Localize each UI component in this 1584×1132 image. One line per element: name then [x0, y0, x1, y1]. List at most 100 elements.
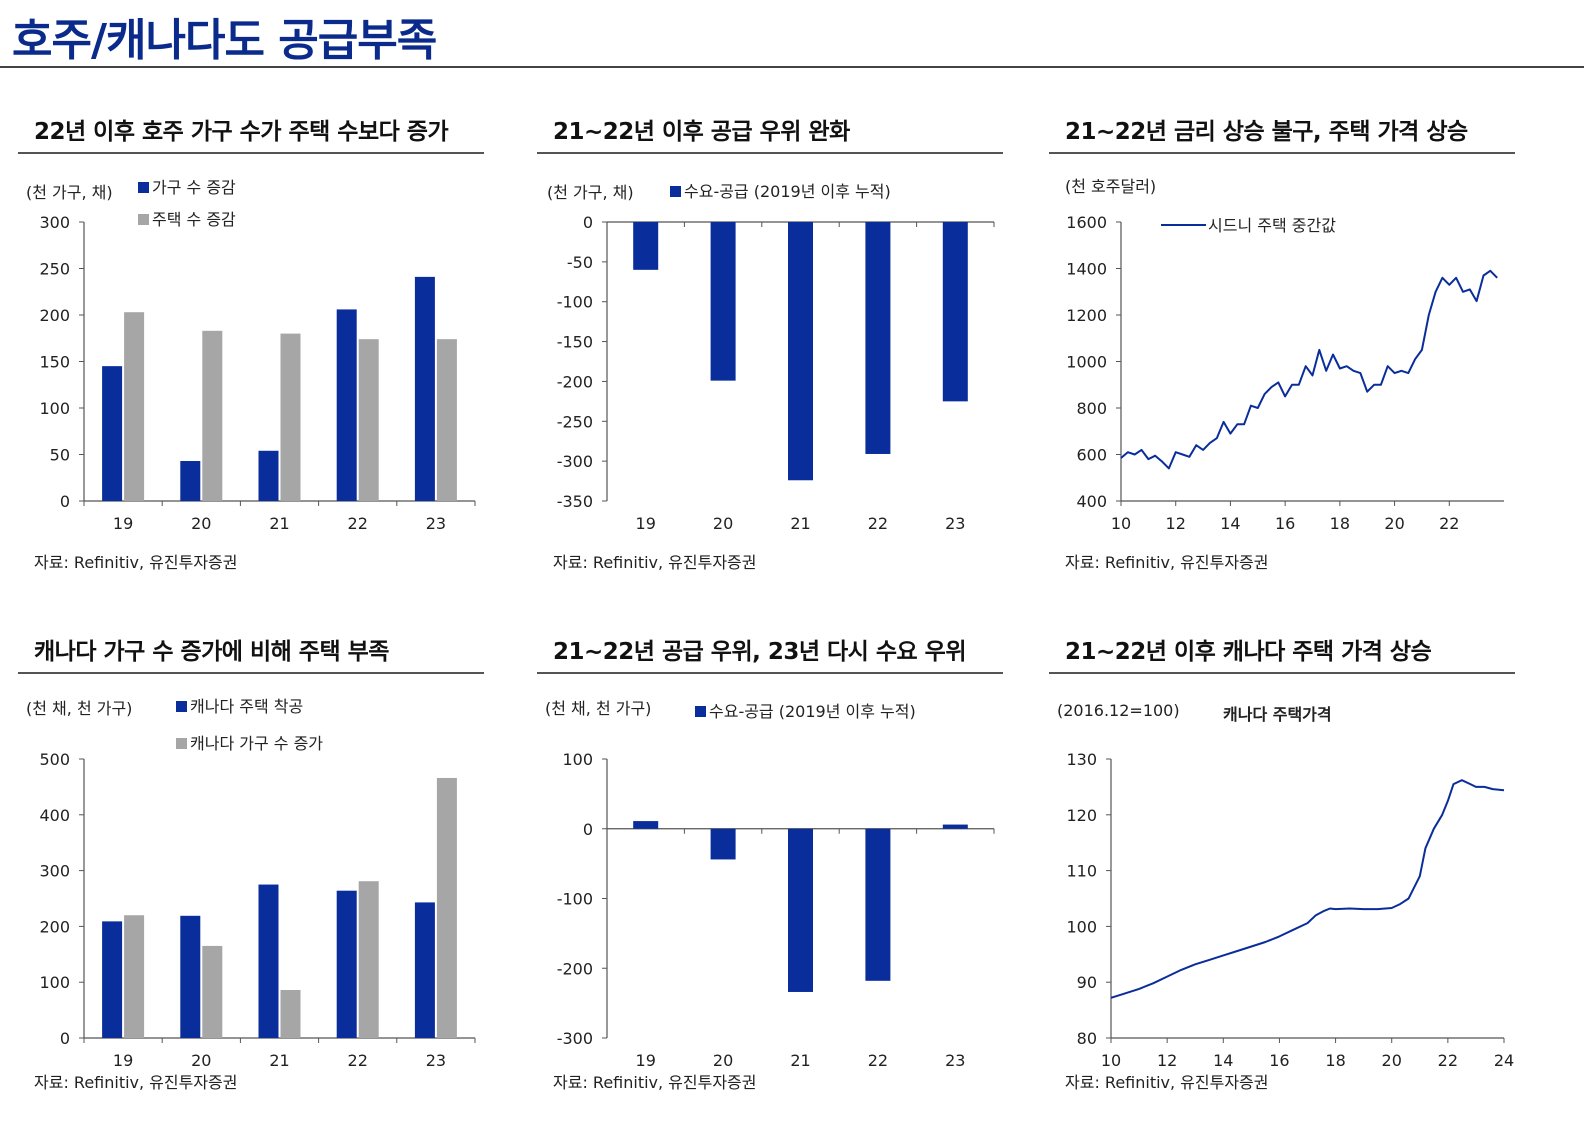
y-tick-label: -50: [567, 253, 593, 272]
legend-label: 주택 수 증감: [152, 210, 236, 229]
y-tick-label: -100: [557, 890, 593, 909]
y-tick-label: 100: [1066, 917, 1097, 936]
chart-svg: -350 -300 -250 -200 -150 -100 -50 0 19 20 21 22 23 수요…: [557, 182, 995, 533]
bar-주택 수 증감: [280, 333, 301, 501]
y-tick-label: 100: [39, 973, 70, 992]
y-tick-label: 1400: [1066, 260, 1107, 279]
y-tick-label: 250: [39, 260, 70, 279]
x-tick-label: 20: [713, 514, 733, 533]
x-tick-label: 14: [1220, 514, 1240, 533]
bar-수요-공급 (2019년 이후 누적): [633, 222, 659, 270]
legend-swatch: [695, 706, 706, 717]
y-tick-label: -350: [557, 492, 593, 511]
x-tick-label: 23: [945, 514, 965, 533]
unit-label: (천 호주달러): [1065, 177, 1157, 196]
x-tick-label: 20: [191, 1051, 211, 1070]
x-tick-label: 23: [426, 1051, 446, 1070]
series-line: [1110, 779, 1505, 999]
unit-label: (천 가구, 채): [26, 183, 113, 202]
chart-svg: 80 90 100 110 120 130 10 12 14 16 18 20 22 24: [1066, 750, 1514, 1070]
y-tick-label: -300: [557, 452, 593, 471]
bar-수요-공급 (2019년 이후 누적): [942, 824, 968, 829]
x-tick-label: 12: [1157, 1051, 1177, 1070]
bar-캐나다 가구 수 증가: [436, 777, 457, 1038]
panel-divider: [18, 152, 484, 154]
panel-divider: [1049, 152, 1515, 154]
chart-svg: -300 -200 -100 0 100 19 20 21 22 23 수요-공급 (2019년 이…: [557, 702, 995, 1070]
x-tick-label: 21: [790, 514, 810, 533]
bar-수요-공급 (2019년 이후 누적): [710, 222, 736, 381]
x-tick-label: 20: [1382, 1051, 1402, 1070]
x-tick-label: 21: [269, 514, 289, 533]
bar-캐나다 주택 착공: [336, 890, 357, 1038]
x-tick-label: 19: [636, 1051, 656, 1070]
y-tick-label: 200: [39, 917, 70, 936]
unit-label: (천 채, 천 가구): [545, 699, 652, 718]
chart-title: 21~22년 이후 공급 우위 완화: [553, 119, 850, 145]
y-tick-label: -150: [557, 333, 593, 352]
y-tick-label: 400: [1076, 492, 1107, 511]
y-tick-label: 1200: [1066, 306, 1107, 325]
y-tick-label: 1600: [1066, 213, 1107, 232]
bar-수요-공급 (2019년 이후 누적): [865, 828, 891, 981]
y-tick-label: 100: [39, 399, 70, 418]
legend-swatch: [138, 214, 149, 225]
y-tick-label: 0: [583, 213, 593, 232]
x-tick-label: 23: [945, 1051, 965, 1070]
y-tick-label: 300: [39, 862, 70, 881]
x-tick-label: 22: [868, 1051, 888, 1070]
legend-swatch: [138, 182, 149, 193]
y-tick-label: 500: [39, 750, 70, 769]
x-tick-label: 22: [1439, 514, 1459, 533]
x-tick-label: 12: [1166, 514, 1186, 533]
source-note: 자료: Refinitiv, 유진투자증권: [1065, 1073, 1269, 1092]
y-tick-label: -100: [557, 293, 593, 312]
x-tick-label: 24: [1494, 1051, 1514, 1070]
panel-ca-price: 21~22년 이후 캐나다 주택 가격 상승 (2016.12=100) 캐나다…: [1049, 632, 1519, 1132]
series-line: [1120, 269, 1498, 470]
y-tick-label: 0: [60, 492, 70, 511]
x-tick-label: 14: [1213, 1051, 1233, 1070]
source-note: 자료: Refinitiv, 유진투자증권: [553, 553, 757, 572]
x-tick-label: 20: [713, 1051, 733, 1070]
x-tick-label: 19: [113, 514, 133, 533]
y-tick-label: 110: [1066, 862, 1097, 881]
unit-label: (천 가구, 채): [547, 183, 634, 202]
source-note: 자료: Refinitiv, 유진투자증권: [1065, 553, 1269, 572]
y-tick-label: 130: [1066, 750, 1097, 769]
y-tick-label: 400: [39, 806, 70, 825]
x-tick-label: 16: [1269, 1051, 1289, 1070]
chart-svg: 400 600 800 1000 1200 1400 1600 10 12 14 16 18 20 22 시…: [1066, 213, 1504, 533]
y-tick-label: 120: [1066, 806, 1097, 825]
bar-수요-공급 (2019년 이후 누적): [788, 222, 813, 481]
panel-au-supply-gap: 21~22년 이후 공급 우위 완화 (천 가구, 채) -350 -300 -25…: [537, 112, 1007, 612]
panel-divider: [1049, 672, 1515, 674]
legend-label: 시드니 주택 중간값: [1208, 216, 1336, 235]
chart-title: 21~22년 공급 우위, 23년 다시 수요 우위: [553, 639, 967, 665]
x-tick-label: 18: [1325, 1051, 1345, 1070]
y-tick-label: 0: [583, 820, 593, 839]
panel-au-households: 22년 이후 호주 가구 수가 주택 수보다 증가 (천 가구, 채) 0 50 1…: [18, 112, 488, 612]
bar-수요-공급 (2019년 이후 누적): [865, 222, 891, 454]
y-tick-label: -200: [557, 959, 593, 978]
legend-label: 수요-공급 (2019년 이후 누적): [709, 702, 916, 721]
bar-가구 수 증감: [414, 276, 435, 501]
x-tick-label: 19: [636, 514, 656, 533]
x-tick-label: 16: [1275, 514, 1295, 533]
bar-수요-공급 (2019년 이후 누적): [633, 821, 659, 829]
x-tick-label: 21: [790, 1051, 810, 1070]
x-tick-label: 23: [426, 514, 446, 533]
legend-label: 수요-공급 (2019년 이후 누적): [684, 182, 891, 201]
legend-label: 캐나다 주택 착공: [190, 697, 303, 716]
x-tick-label: 22: [348, 514, 368, 533]
x-tick-label: 22: [868, 514, 888, 533]
bar-가구 수 증감: [258, 450, 279, 501]
bar-캐나다 주택 착공: [414, 902, 435, 1038]
y-tick-label: 800: [1076, 399, 1107, 418]
bar-수요-공급 (2019년 이후 누적): [942, 222, 968, 402]
legend-label: 가구 수 증감: [152, 178, 236, 197]
bar-캐나다 가구 수 증가: [202, 945, 223, 1038]
y-tick-label: 150: [39, 353, 70, 372]
